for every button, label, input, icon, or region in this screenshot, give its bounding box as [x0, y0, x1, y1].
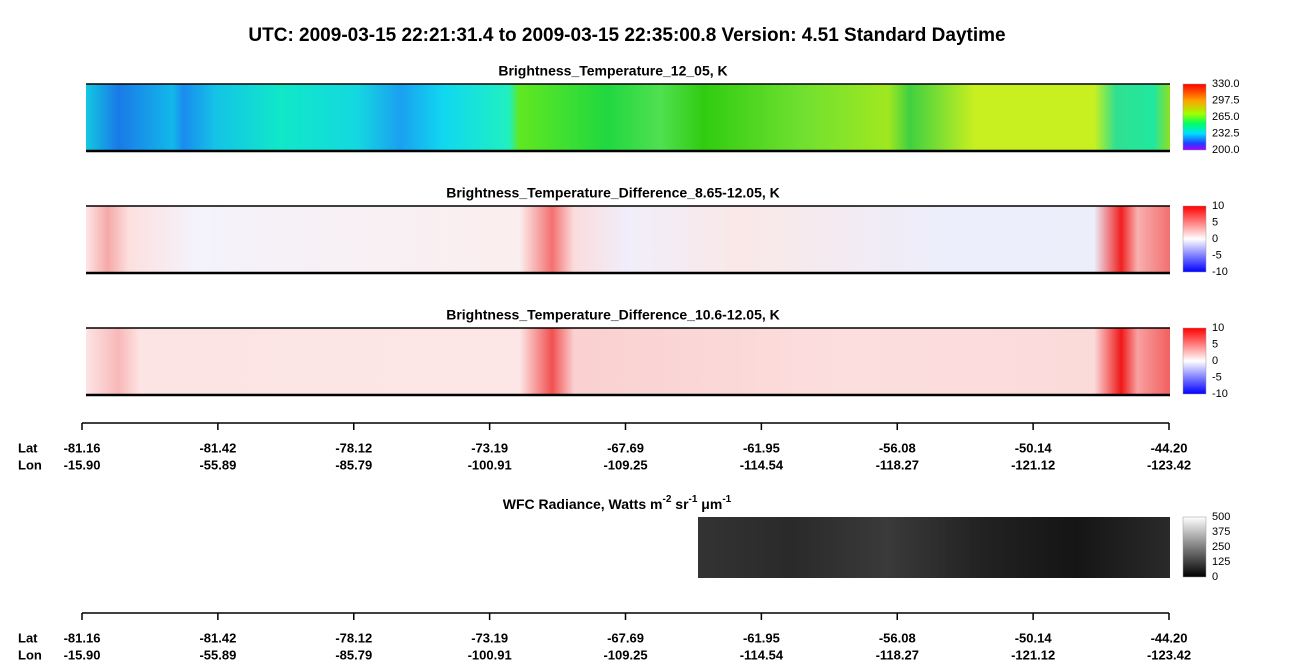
colorbar-label: 200.0	[1212, 144, 1240, 156]
colorbar-label: 330.0	[1212, 78, 1240, 90]
lat-value: -73.19	[471, 630, 508, 645]
colorbar-label: 500	[1212, 511, 1230, 523]
lat-value: -56.08	[879, 440, 916, 455]
lon-value: -118.27	[876, 647, 919, 662]
wfc-colorbar	[1182, 516, 1207, 578]
lon-label: Lon	[18, 647, 42, 662]
title-part: -1	[722, 494, 731, 505]
colorbar-label: 232.5	[1212, 127, 1240, 139]
lat-label: Lat	[18, 630, 38, 645]
colorbar-label: -10	[1212, 266, 1228, 278]
lat-value: -78.12	[335, 440, 372, 455]
lon-value: -109.25	[603, 457, 647, 472]
lon-value: -85.79	[335, 457, 372, 472]
panel-image	[86, 84, 1170, 151]
colorbar-label: 297.5	[1212, 94, 1240, 106]
colorbar-label: 10	[1212, 322, 1224, 334]
lon-value: -118.27	[876, 457, 919, 472]
lon-value: -100.91	[468, 647, 512, 662]
panel-image	[86, 328, 1170, 395]
lon-value: -55.89	[199, 647, 236, 662]
lon-value: -109.25	[603, 647, 647, 662]
colorbar-label: 0	[1212, 355, 1218, 367]
title-part: sr	[671, 496, 689, 512]
panel-image	[86, 206, 1170, 273]
title-part: μm	[697, 496, 722, 512]
lat-value: -81.16	[64, 630, 101, 645]
lat-value: -78.12	[335, 630, 372, 645]
colorbar-label: 0	[1212, 571, 1218, 583]
lon-value: -114.54	[740, 647, 784, 662]
lat-value: -61.95	[743, 440, 780, 455]
colorbar-label: 375	[1212, 526, 1230, 538]
colorbar-label: -5	[1212, 371, 1222, 383]
title-part: -1	[689, 494, 698, 505]
lon-value: -123.42	[1147, 457, 1191, 472]
lat-value: -56.08	[879, 630, 916, 645]
lon-value: -15.90	[64, 647, 101, 662]
lon-value: -85.79	[335, 647, 372, 662]
panel-title: Brightness_Temperature_Difference_10.6-1…	[446, 307, 780, 323]
colorbar-label: 5	[1212, 216, 1218, 228]
lat-label: Lat	[18, 440, 38, 455]
title-part: WFC Radiance, Watts m	[503, 496, 663, 512]
colorbar-label: 250	[1212, 541, 1230, 553]
wfc-image	[698, 517, 1170, 578]
lon-value: -121.12	[1011, 457, 1055, 472]
lat-value: -81.16	[64, 440, 101, 455]
colorbar-label: 125	[1212, 556, 1230, 568]
lon-value: -100.91	[468, 457, 512, 472]
lon-label: Lon	[18, 457, 42, 472]
colorbar-label: 265.0	[1212, 111, 1240, 123]
lon-value: -121.12	[1011, 647, 1055, 662]
lat-value: -44.20	[1151, 440, 1188, 455]
lat-value: -67.69	[607, 630, 644, 645]
lat-value: -61.95	[743, 630, 780, 645]
lon-value: -123.42	[1147, 647, 1191, 662]
colorbar	[1182, 327, 1207, 395]
lat-value: -73.19	[471, 440, 508, 455]
lon-value: -55.89	[199, 457, 236, 472]
colorbar	[1182, 83, 1207, 151]
title: UTC: 2009-03-15 22:21:31.4 to 2009-03-15…	[248, 25, 1005, 46]
colorbar-label: 10	[1212, 200, 1224, 212]
panel-title: Brightness_Temperature_Difference_8.65-1…	[446, 185, 780, 201]
panel-title: Brightness_Temperature_12_05, K	[498, 63, 727, 79]
lat-value: -44.20	[1151, 630, 1188, 645]
lat-value: -50.14	[1015, 440, 1053, 455]
colorbar-label: 0	[1212, 233, 1218, 245]
lat-value: -67.69	[607, 440, 644, 455]
wfc-title: WFC Radiance, Watts m-2 sr-1 μm-1	[503, 494, 732, 512]
colorbar	[1182, 205, 1207, 273]
lat-value: -81.42	[199, 440, 236, 455]
colorbar-label: 5	[1212, 338, 1218, 350]
lon-value: -15.90	[64, 457, 101, 472]
lon-value: -114.54	[740, 457, 784, 472]
lat-value: -81.42	[199, 630, 236, 645]
colorbar-label: -5	[1212, 249, 1222, 261]
title-part: -2	[662, 494, 671, 505]
lat-value: -50.14	[1015, 630, 1053, 645]
colorbar-label: -10	[1212, 388, 1228, 400]
